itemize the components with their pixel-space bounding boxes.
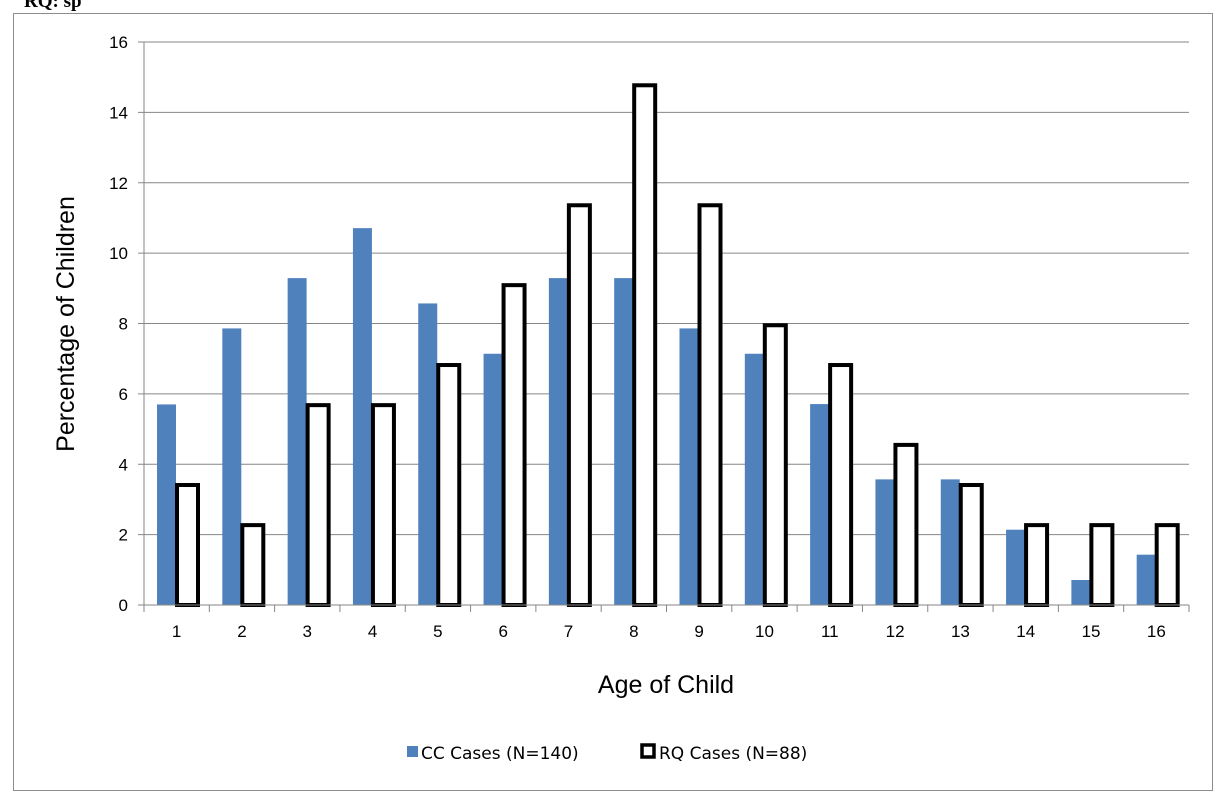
y-tick-label: 12	[109, 174, 128, 193]
x-tick-label: 11	[821, 622, 839, 641]
x-tick-label: 7	[564, 622, 573, 641]
cropped-heading-text: RQ: sp	[24, 0, 82, 12]
bar-rq-cases	[762, 323, 788, 607]
bar-cc-cases	[418, 303, 438, 605]
x-tick-label: 6	[498, 622, 507, 641]
bar-cc-cases	[157, 404, 176, 605]
x-tick-label: 9	[694, 622, 703, 641]
bar-rq-cases	[828, 363, 854, 607]
y-tick-label: 2	[119, 526, 128, 545]
x-tick-label: 10	[755, 622, 774, 641]
x-tick-label: 15	[1082, 622, 1101, 641]
bar-rq-cases	[240, 523, 266, 608]
bar-cc-cases	[352, 228, 372, 605]
y-tick-label: 8	[119, 315, 128, 334]
bar-cc-cases	[679, 328, 699, 605]
bar-rq-cases	[566, 203, 592, 608]
bar-rq-cases	[1089, 523, 1115, 608]
y-tick-label: 14	[109, 103, 128, 122]
bar-rq-cases	[958, 483, 984, 607]
bar-rq-cases	[632, 83, 658, 607]
bar-cc-cases	[548, 278, 568, 605]
bar-rq-cases	[175, 483, 200, 607]
bar-cc-cases	[483, 353, 503, 605]
bar-rq-cases	[697, 203, 723, 608]
legend-swatch-rq	[640, 743, 656, 759]
x-tick-label: 13	[951, 622, 970, 641]
x-tick-label: 16	[1147, 622, 1166, 641]
y-tick-label: 16	[109, 33, 128, 52]
bar-rq-cases	[501, 283, 527, 607]
x-tick-label: 5	[433, 622, 442, 641]
x-tick-label: 4	[368, 622, 377, 641]
y-tick-label: 6	[119, 385, 128, 404]
gridlines	[144, 41, 1189, 536]
bar-rq-cases	[1024, 523, 1050, 608]
bar-rq-cases	[370, 403, 396, 608]
bar-cc-cases	[940, 479, 960, 605]
y-axis-title: Percentage of Children	[52, 196, 80, 452]
legend-label-cc: CC Cases (N=140)	[421, 744, 579, 764]
y-tick-label: 4	[119, 455, 128, 474]
legend-label-rq: RQ Cases (N=88)	[659, 744, 807, 764]
bar-rq-cases	[893, 442, 919, 607]
chart-frame	[13, 13, 1213, 791]
x-tick-label: 14	[1016, 622, 1035, 641]
bar-cc-cases	[810, 404, 830, 605]
y-tick-label: 10	[109, 244, 128, 263]
bar-rq-cases	[1154, 523, 1180, 608]
y-tick-label: 0	[119, 596, 128, 615]
bars	[157, 83, 1180, 608]
bar-cc-cases	[1071, 580, 1091, 605]
bar-cc-cases	[287, 278, 307, 605]
bar-cc-cases	[1136, 554, 1156, 605]
bar-rq-cases	[305, 403, 331, 608]
bar-cc-cases	[744, 353, 764, 605]
bar-rq-cases	[436, 363, 462, 607]
legend: CC Cases (N=140) RQ Cases (N=88)	[407, 743, 807, 764]
x-tick-label: 2	[237, 622, 246, 641]
x-tick-label: 12	[886, 622, 905, 641]
legend-swatch-cc	[407, 746, 418, 757]
x-axis-title: Age of Child	[598, 671, 734, 699]
y-tick-labels: 0 2 4 6 8 10 12 14 16	[109, 33, 128, 615]
x-tick-label: 8	[629, 622, 638, 641]
bar-cc-cases	[222, 328, 242, 605]
bar-cc-cases	[614, 278, 634, 605]
x-tick-label: 3	[303, 622, 312, 641]
bar-cc-cases	[1006, 529, 1026, 605]
x-tick-labels: 1 2 3 4 5 6 7 8 9 10 11 12 13 14 15 16	[172, 622, 1166, 641]
bar-cc-cases	[875, 479, 895, 605]
axes	[138, 41, 1190, 612]
x-tick-label: 1	[172, 622, 181, 641]
